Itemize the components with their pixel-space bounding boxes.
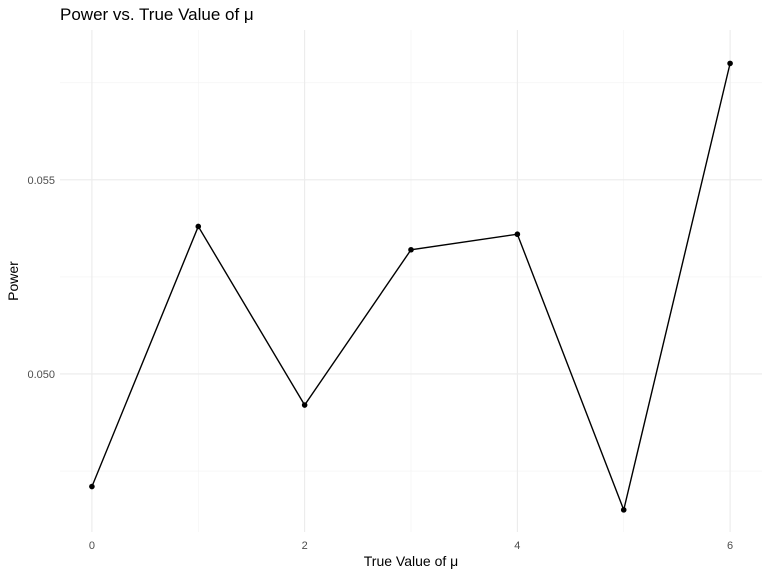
- data-point: [620, 507, 627, 513]
- y-tick-label: 0.055: [27, 175, 55, 187]
- data-point: [89, 483, 95, 490]
- chart-title: Power vs. True Value of μ: [60, 5, 254, 24]
- data-point: [195, 223, 202, 230]
- data-point: [514, 231, 521, 238]
- x-axis-title: True Value of μ: [364, 553, 458, 569]
- x-tick-label: 4: [514, 540, 520, 552]
- x-tick-label: 6: [727, 540, 733, 552]
- grid-layer: [60, 30, 762, 532]
- data-point: [727, 60, 733, 67]
- x-tick-label: 2: [302, 540, 308, 552]
- tick-labels: 0 2 4 6 0.050 0.055: [27, 175, 733, 552]
- x-tick-label: 0: [89, 540, 95, 552]
- data-point: [301, 402, 308, 408]
- y-tick-label: 0.050: [27, 369, 55, 381]
- data-point: [408, 246, 414, 253]
- data-layer: [89, 60, 733, 513]
- y-axis-title: Power: [5, 261, 21, 301]
